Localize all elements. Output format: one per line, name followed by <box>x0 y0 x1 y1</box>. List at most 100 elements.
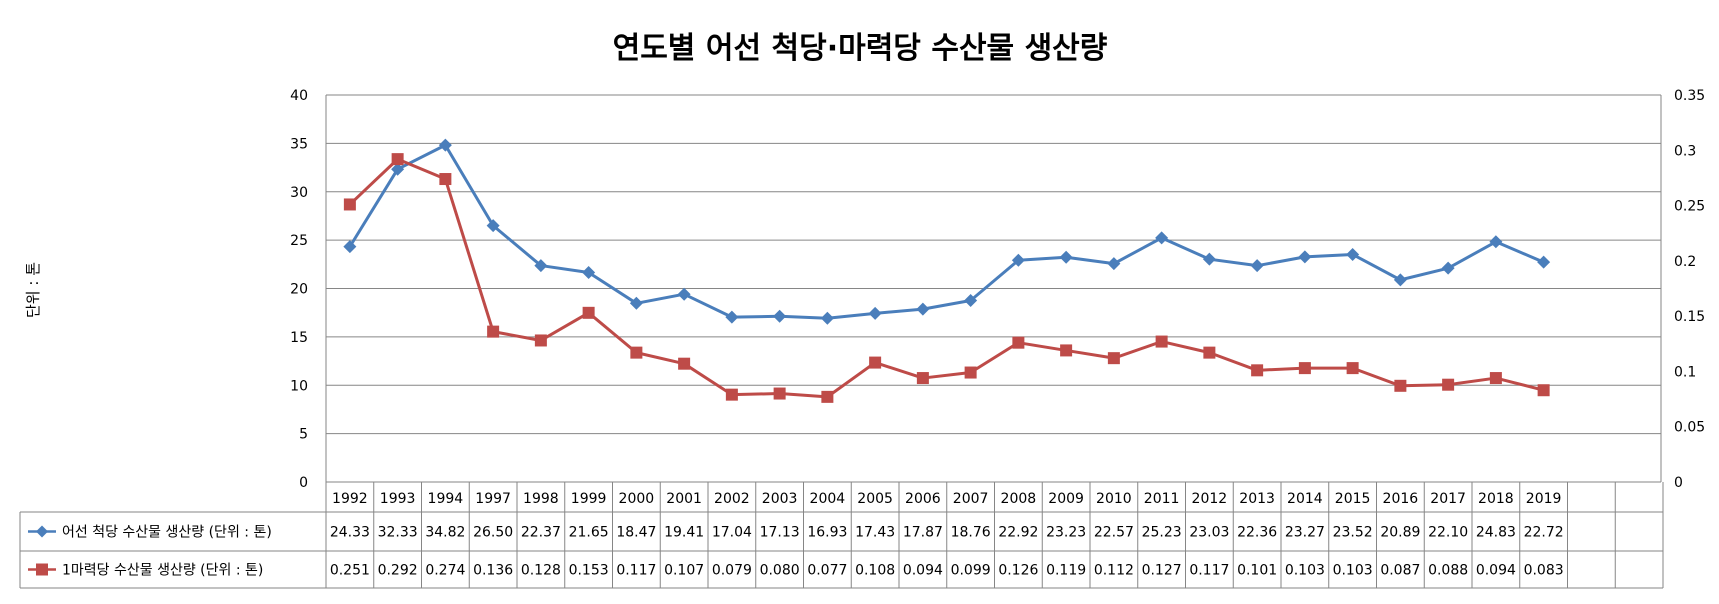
data-table-value: 0.083 <box>1524 563 1564 579</box>
left-tick-label: 30 <box>290 185 308 201</box>
x-tick-label: 1998 <box>523 491 559 507</box>
x-tick-label: 2018 <box>1478 491 1514 507</box>
data-point <box>534 259 548 273</box>
data-point <box>391 162 405 176</box>
data-point <box>391 153 404 166</box>
data-table-value: 0.251 <box>330 563 370 579</box>
data-point <box>1537 255 1551 269</box>
left-tick-label: 40 <box>290 88 308 104</box>
data-point <box>1298 250 1312 264</box>
gridlines <box>325 94 1662 483</box>
x-tick-label: 2015 <box>1335 491 1371 507</box>
data-point <box>725 388 738 401</box>
left-tick-label: 35 <box>290 136 308 152</box>
data-table-value: 0.117 <box>616 563 656 579</box>
data-table: 1992 1993 1994 1997 1998 1999 2000 2001 2002 2003… <box>19 482 1664 589</box>
x-tick-label: 2002 <box>714 491 750 507</box>
data-table-value: 0.274 <box>425 563 465 579</box>
data-table-value: 22.57 <box>1094 525 1134 541</box>
data-table-value: 17.13 <box>760 525 800 541</box>
x-tick-label: 2008 <box>1001 491 1037 507</box>
data-table-value: 0.094 <box>903 563 943 579</box>
x-tick-label: 2006 <box>905 491 941 507</box>
data-point <box>630 346 643 359</box>
data-table-value: 23.27 <box>1285 525 1325 541</box>
data-point <box>678 357 691 370</box>
data-point <box>534 334 547 347</box>
data-table-value: 0.126 <box>998 563 1038 579</box>
chart-title: 연도별 어선 척당·마력당 수산물 생산량 <box>613 31 1108 66</box>
right-tick-label: 0.05 <box>1674 420 1705 436</box>
data-table-value: 23.03 <box>1189 525 1229 541</box>
right-tick-label: 0 <box>1674 475 1683 491</box>
data-point <box>486 219 500 233</box>
data-table-value: 0.112 <box>1094 563 1134 579</box>
data-point <box>439 173 452 186</box>
x-tick-label: 1999 <box>571 491 607 507</box>
data-table-value: 22.36 <box>1237 525 1277 541</box>
data-point <box>964 293 978 307</box>
data-table-value: 22.10 <box>1428 525 1468 541</box>
x-tick-label: 2001 <box>666 491 702 507</box>
data-point <box>343 240 357 254</box>
data-table-value: 17.04 <box>712 525 752 541</box>
data-point <box>1060 344 1073 357</box>
data-point <box>1298 362 1311 375</box>
x-tick-label: 1997 <box>475 491 511 507</box>
x-tick-label: 2013 <box>1239 491 1275 507</box>
data-table-value: 25.23 <box>1142 525 1182 541</box>
right-tick-label: 0.1 <box>1674 364 1696 380</box>
left-tick-label: 0 <box>299 475 308 491</box>
right-tick-label: 0.2 <box>1674 254 1696 270</box>
data-table-value: 0.079 <box>712 563 752 579</box>
data-point <box>916 372 929 385</box>
data-point <box>1489 372 1502 385</box>
data-point <box>1346 362 1359 375</box>
x-tick-label: 2000 <box>619 491 655 507</box>
data-point <box>629 296 643 310</box>
data-table-value: 0.107 <box>664 563 704 579</box>
left-tick-label: 10 <box>290 378 308 394</box>
left-tick-label: 15 <box>290 330 308 346</box>
x-tick-label: 2007 <box>953 491 989 507</box>
data-point <box>1155 335 1168 348</box>
data-table-value: 0.153 <box>569 563 609 579</box>
data-table-value: 0.108 <box>855 563 895 579</box>
data-table-value: 0.099 <box>951 563 991 579</box>
data-point <box>773 387 786 400</box>
x-tick-label: 2005 <box>857 491 893 507</box>
data-point <box>1393 273 1407 287</box>
x-tick-label: 2017 <box>1430 491 1466 507</box>
x-tick-label: 2010 <box>1096 491 1132 507</box>
x-tick-label: 2003 <box>762 491 798 507</box>
data-point <box>1155 231 1169 245</box>
data-table-value: 0.103 <box>1333 563 1373 579</box>
x-tick-label: 1994 <box>428 491 464 507</box>
data-table-value: 34.82 <box>425 525 465 541</box>
data-point <box>1489 235 1503 249</box>
y-axis-label: 단위 : 톤 <box>24 262 42 318</box>
data-point <box>438 138 452 152</box>
data-table-value: 0.087 <box>1380 563 1420 579</box>
data-point <box>1537 384 1550 397</box>
data-table-value: 26.50 <box>473 525 513 541</box>
right-tick-label: 0.25 <box>1674 199 1705 215</box>
data-point <box>1059 250 1073 264</box>
x-tick-label: 2012 <box>1192 491 1228 507</box>
data-point <box>773 309 787 323</box>
series-line <box>348 143 1545 320</box>
right-tick-label: 0.15 <box>1674 309 1705 325</box>
right-tick-label: 0.3 <box>1674 143 1696 159</box>
data-table-value: 0.127 <box>1142 563 1182 579</box>
data-table-value: 0.101 <box>1237 563 1277 579</box>
x-tick-label: 1992 <box>332 491 368 507</box>
left-tick-label: 5 <box>299 427 308 443</box>
data-table-value: 0.080 <box>760 563 800 579</box>
data-point <box>1346 247 1360 261</box>
data-point <box>1394 379 1407 392</box>
data-point <box>916 302 930 316</box>
data-table-value: 0.088 <box>1428 563 1468 579</box>
data-point <box>964 366 977 379</box>
data-table-value: 22.72 <box>1524 525 1564 541</box>
